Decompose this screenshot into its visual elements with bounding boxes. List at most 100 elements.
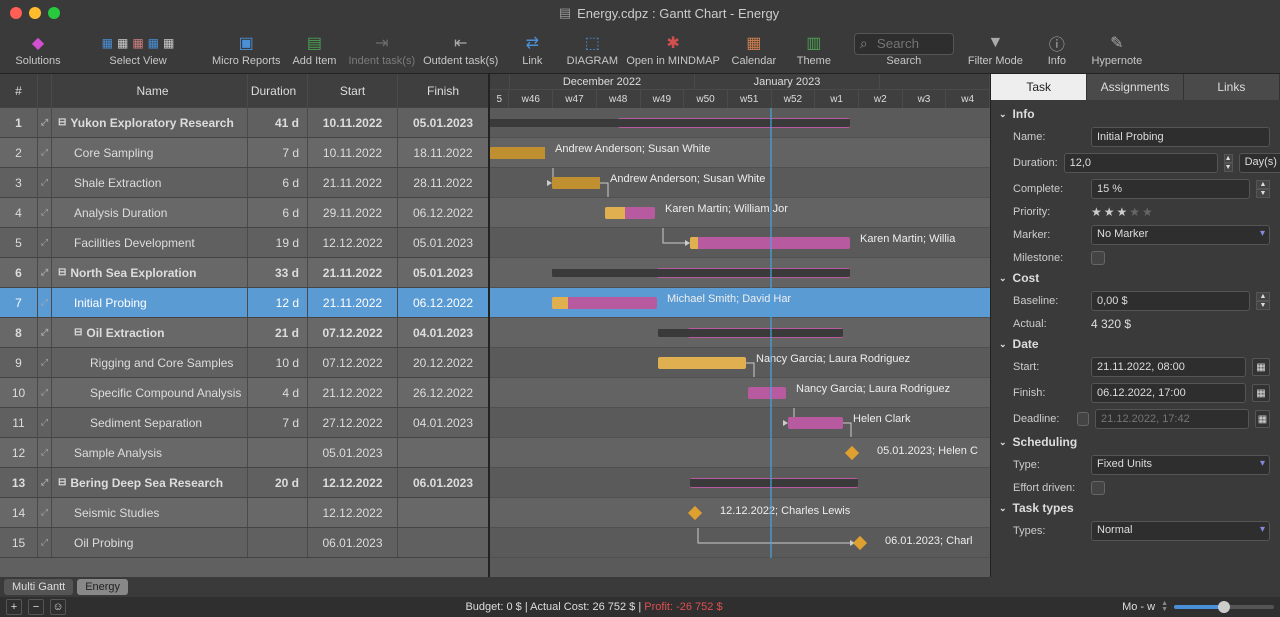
chevron-down-icon[interactable]: ⌄ [999,109,1007,120]
start-cell[interactable]: 12.12.2022 [308,498,398,527]
start-cell[interactable]: 07.12.2022 [308,348,398,377]
task-bar[interactable]: Nancy Garcia; Laura Rodriguez [748,387,786,399]
toolbar-solutions-button[interactable]: ◆Solutions [8,31,68,69]
expander-icon[interactable]: ⊟ [58,477,66,488]
gantt-row[interactable]: Helen Clark [490,408,990,438]
duration-cell[interactable]: 6 d [248,168,308,197]
start-cell[interactable]: 12.12.2022 [308,228,398,257]
duration-cell[interactable]: 7 d [248,138,308,167]
start-cell[interactable]: 27.12.2022 [308,408,398,437]
calendar-icon[interactable]: ▦ [1252,384,1270,402]
table-row[interactable]: 13⤢⊟Bering Deep Sea Research20 d12.12.20… [0,468,488,498]
minimize-icon[interactable] [29,7,41,19]
row-handle-icon[interactable]: ⤢ [38,528,52,557]
gantt-row[interactable] [490,468,990,498]
baseline-input[interactable] [1091,291,1250,311]
milestone-diamond[interactable] [853,536,867,550]
task-name-cell[interactable]: Seismic Studies [52,498,248,527]
finish-cell[interactable] [398,528,488,557]
duration-cell[interactable]: 7 d [248,408,308,437]
duration-unit-select[interactable]: Day(s) [1239,153,1280,173]
gantt-chart[interactable]: December 2022January 2023 5w46w47w48w49w… [490,74,990,577]
task-type-select[interactable]: Normal [1091,521,1270,541]
task-name-cell[interactable]: ⊟North Sea Exploration [52,258,248,287]
task-name-cell[interactable]: Initial Probing [52,288,248,317]
summary-bar[interactable] [658,329,843,337]
view-icon[interactable]: ▦ [132,36,143,50]
task-name-cell[interactable]: Facilities Development [52,228,248,257]
toolbar-filter-button[interactable]: ▼Filter Mode [964,31,1027,69]
col-start-header[interactable]: Start [308,74,398,107]
task-name-cell[interactable]: ⊟Yukon Exploratory Research [52,108,248,137]
table-row[interactable]: 7⤢Initial Probing12 d21.11.202206.12.202… [0,288,488,318]
start-cell[interactable]: 06.01.2023 [308,528,398,557]
task-name-cell[interactable]: ⊟Bering Deep Sea Research [52,468,248,497]
duration-stepper[interactable]: ▲▼ [1224,154,1233,172]
complete-input[interactable] [1091,179,1250,199]
start-cell[interactable]: 05.01.2023 [308,438,398,467]
duration-cell[interactable] [248,498,308,527]
finish-cell[interactable]: 05.01.2023 [398,108,488,137]
row-handle-icon[interactable]: ⤢ [38,318,52,347]
row-handle-icon[interactable]: ⤢ [38,108,52,137]
duration-input[interactable] [1064,153,1218,173]
table-row[interactable]: 1⤢⊟Yukon Exploratory Research41 d10.11.2… [0,108,488,138]
toolbar-calendar-button[interactable]: ▦Calendar [724,31,784,69]
calendar-icon[interactable]: ▦ [1255,410,1270,428]
duration-cell[interactable] [248,438,308,467]
deadline-input[interactable] [1095,409,1249,429]
zoom-stepper[interactable]: ▲▼ [1161,601,1168,613]
finish-cell[interactable]: 28.11.2022 [398,168,488,197]
table-row[interactable]: 3⤢Shale Extraction6 d21.11.202228.11.202… [0,168,488,198]
table-row[interactable]: 11⤢Sediment Separation7 d27.12.202204.01… [0,408,488,438]
expander-icon[interactable]: ⊟ [58,117,66,128]
duration-cell[interactable]: 10 d [248,348,308,377]
row-handle-icon[interactable]: ⤢ [38,378,52,407]
task-name-cell[interactable]: Analysis Duration [52,198,248,227]
start-cell[interactable]: 07.12.2022 [308,318,398,347]
finish-cell[interactable]: 05.01.2023 [398,258,488,287]
task-bar[interactable]: Karen Martin; William Jor [605,207,655,219]
maximize-icon[interactable] [48,7,60,19]
close-icon[interactable] [10,7,22,19]
task-name-cell[interactable]: Rigging and Core Samples [52,348,248,377]
duration-cell[interactable]: 20 d [248,468,308,497]
duration-cell[interactable]: 4 d [248,378,308,407]
finish-cell[interactable]: 05.01.2023 [398,228,488,257]
start-date-input[interactable] [1091,357,1246,377]
gantt-row[interactable]: Andrew Anderson; Susan White [490,168,990,198]
effort-driven-checkbox[interactable] [1091,481,1105,495]
row-handle-icon[interactable]: ⤢ [38,198,52,227]
gantt-row[interactable]: Karen Martin; William Jor [490,198,990,228]
sheet-tab[interactable]: Multi Gantt [4,579,73,595]
task-bar[interactable]: Andrew Anderson; Susan White [490,147,545,159]
toolbar-diagram-button[interactable]: ⬚DIAGRAM [562,31,622,69]
view-icon[interactable]: ▦ [163,36,174,50]
sheet-tab[interactable]: Energy [77,579,128,595]
start-cell[interactable]: 12.12.2022 [308,468,398,497]
row-handle-icon[interactable]: ⤢ [38,408,52,437]
expander-icon[interactable]: ⊟ [58,267,66,278]
table-row[interactable]: 6⤢⊟North Sea Exploration33 d21.11.202205… [0,258,488,288]
summary-bar[interactable] [552,269,850,277]
table-row[interactable]: 4⤢Analysis Duration6 d29.11.202206.12.20… [0,198,488,228]
finish-cell[interactable]: 06.12.2022 [398,288,488,317]
duration-cell[interactable]: 21 d [248,318,308,347]
summary-bar[interactable] [690,479,858,487]
row-handle-icon[interactable]: ⤢ [38,468,52,497]
gantt-row[interactable]: Nancy Garcia; Laura Rodriguez [490,348,990,378]
duration-cell[interactable]: 41 d [248,108,308,137]
summary-bar[interactable] [490,119,850,127]
gantt-row[interactable]: 12.12.2022; Charles Lewis [490,498,990,528]
row-handle-icon[interactable]: ⤢ [38,348,52,377]
table-row[interactable]: 2⤢Core Sampling7 d10.11.202218.11.2022 [0,138,488,168]
finish-cell[interactable]: 04.01.2023 [398,318,488,347]
toolbar-theme-button[interactable]: ▥Theme [784,31,844,69]
task-bar[interactable]: Michael Smith; David Har [552,297,657,309]
col-name-header[interactable]: Name [52,74,248,107]
finish-date-input[interactable] [1091,383,1246,403]
feedback-icon[interactable]: ☺ [50,599,66,615]
toolbar-hypernote-button[interactable]: ✎Hypernote [1087,31,1147,69]
add-sheet-button[interactable]: + [6,599,22,615]
finish-cell[interactable]: 04.01.2023 [398,408,488,437]
